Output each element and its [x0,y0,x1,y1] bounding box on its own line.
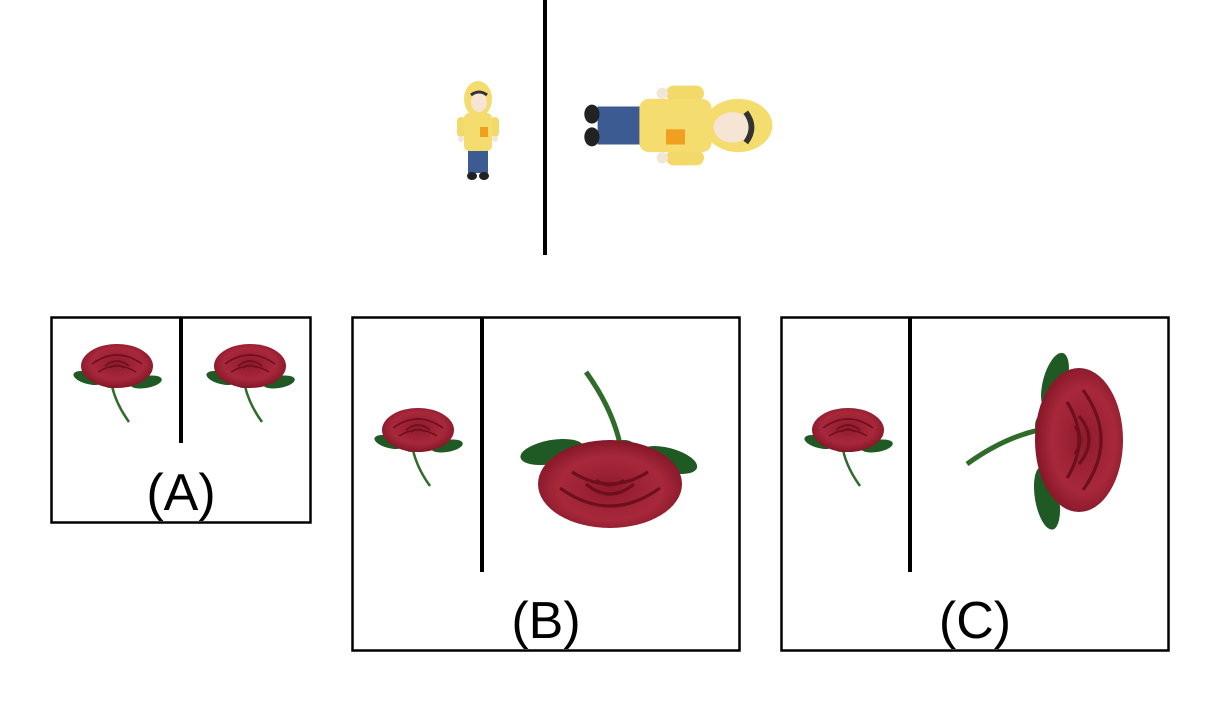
option-box [351,316,741,652]
rose-large [518,372,700,528]
option-label: (A) [146,464,215,522]
person-large [584,86,772,166]
rose [801,406,896,488]
option-label: (B) [511,592,580,650]
option-label: (C) [939,592,1011,650]
option-c: (C) [780,316,1170,652]
rose [203,342,298,424]
option-b: (B) [351,316,741,652]
person-small [455,79,501,182]
rose [70,342,165,424]
option-box [780,316,1170,652]
rose-large [967,350,1123,532]
option-box [50,316,312,524]
option-a: (A) [50,316,312,524]
rose [371,406,466,488]
example [455,0,772,255]
